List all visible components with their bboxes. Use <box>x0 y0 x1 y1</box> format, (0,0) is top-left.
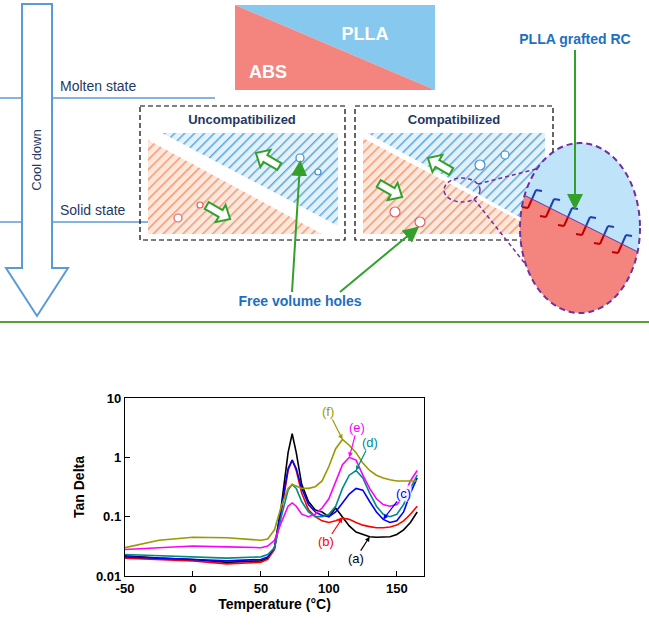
svg-text:-50: -50 <box>116 581 135 596</box>
svg-text:(f): (f) <box>322 404 334 419</box>
svg-text:Free volume holes: Free volume holes <box>239 293 362 309</box>
svg-text:PLLA grafted RC: PLLA grafted RC <box>519 31 630 47</box>
svg-text:(c): (c) <box>396 486 411 501</box>
svg-text:Compatibilized: Compatibilized <box>408 112 501 127</box>
svg-text:Temperature (°C): Temperature (°C) <box>218 596 331 612</box>
svg-text:0: 0 <box>189 581 196 596</box>
svg-text:Tan Delta: Tan Delta <box>71 456 87 518</box>
svg-text:ABS: ABS <box>249 62 287 82</box>
svg-text:100: 100 <box>318 581 340 596</box>
svg-text:0.01: 0.01 <box>96 569 121 584</box>
svg-text:0.1: 0.1 <box>103 509 121 524</box>
svg-text:Molten state: Molten state <box>60 78 136 94</box>
svg-text:(b): (b) <box>318 534 334 549</box>
svg-text:(a): (a) <box>348 551 364 566</box>
svg-text:PLLA: PLLA <box>342 24 389 44</box>
svg-text:10: 10 <box>107 391 121 406</box>
svg-text:Solid state: Solid state <box>60 202 126 218</box>
svg-text:(d): (d) <box>362 435 378 450</box>
svg-text:50: 50 <box>254 581 268 596</box>
svg-text:1: 1 <box>114 450 121 465</box>
svg-text:(e): (e) <box>349 420 365 435</box>
svg-text:150: 150 <box>386 581 408 596</box>
svg-text:Uncompatibilized: Uncompatibilized <box>188 112 296 127</box>
svg-text:Cool down: Cool down <box>29 129 44 190</box>
